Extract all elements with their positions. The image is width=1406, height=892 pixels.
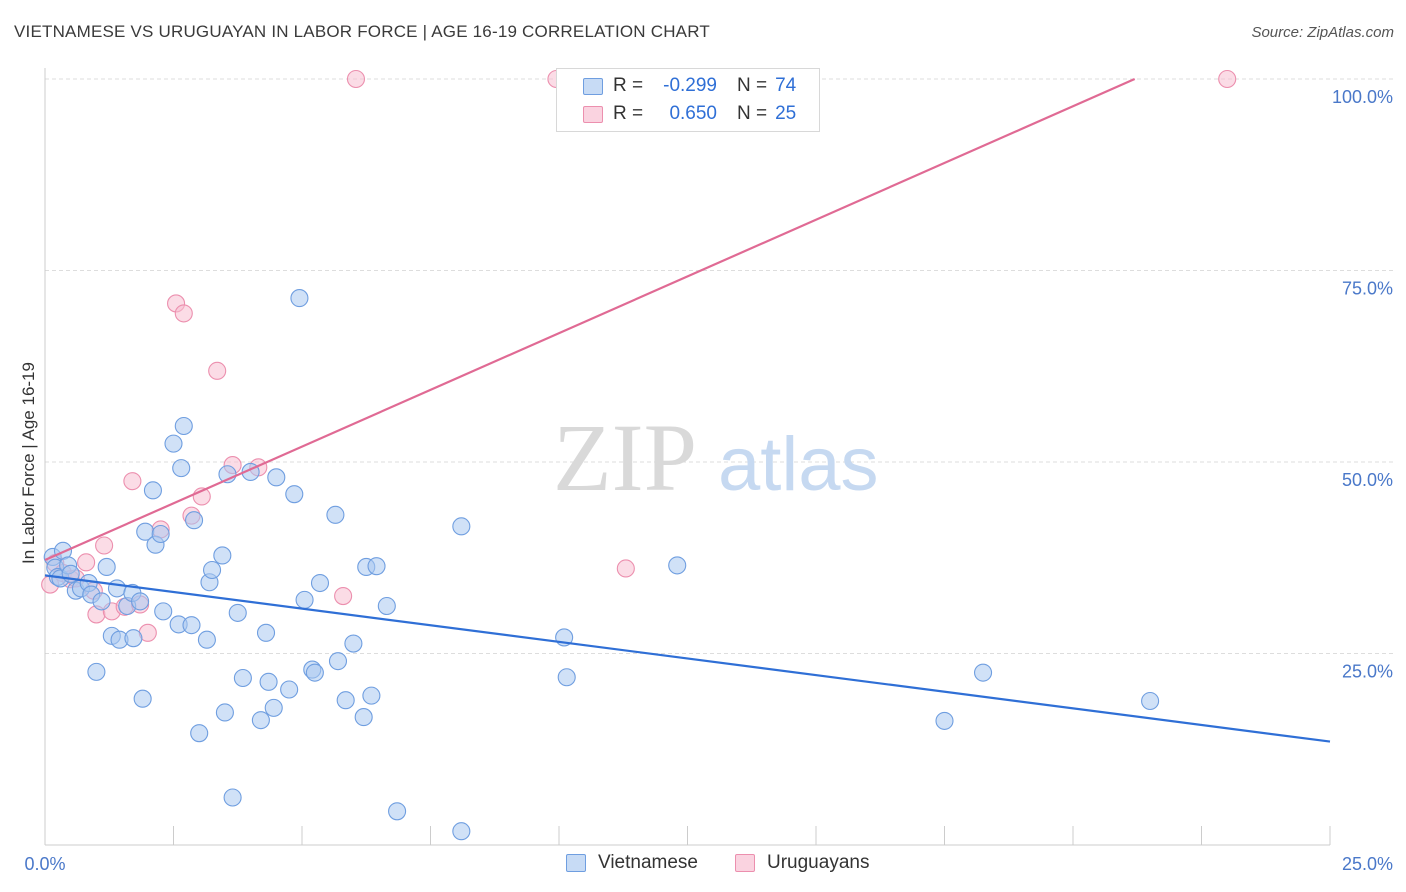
gridlines xyxy=(45,78,1393,654)
vietnamese-point xyxy=(290,289,309,308)
legend-r-label: R = xyxy=(613,75,644,96)
series-legend: Vietnamese Uruguayans xyxy=(0,852,1406,878)
vietnamese-point xyxy=(151,524,170,544)
legend-label-vietnamese: Vietnamese xyxy=(598,852,698,873)
vietnamese-point xyxy=(131,592,150,611)
legend-swatch-pink xyxy=(583,105,603,123)
vietnamese-point xyxy=(264,698,283,717)
trend-lines xyxy=(44,77,1331,743)
vietnamese-point xyxy=(228,603,247,622)
vietnamese-point xyxy=(452,517,471,536)
uruguayans-point xyxy=(123,472,142,491)
vietnamese-point xyxy=(215,703,234,722)
source-credit: Source: ZipAtlas.com xyxy=(1251,24,1394,41)
uruguayans-point xyxy=(334,586,353,606)
x-tick-label: 0.0% xyxy=(24,854,65,874)
vietnamese-point xyxy=(285,485,304,504)
uruguayans-point xyxy=(1218,69,1237,89)
vietnamese-point xyxy=(295,590,314,609)
legend-n-label: N = xyxy=(737,75,768,96)
y-axis-label: In Labor Force | Age 16-19 xyxy=(19,362,38,564)
vietnamese-point xyxy=(367,557,386,576)
x-tick-label: 25.0% xyxy=(1342,854,1393,874)
vietnamese-point xyxy=(935,711,954,730)
legend-r-value: 0.650 xyxy=(669,103,717,124)
legend-n-value: 25 xyxy=(775,103,797,124)
vietnamese-point xyxy=(557,668,576,687)
vietnamese-point xyxy=(328,652,348,671)
legend-row-vietnamese: R = -0.299 N = 74 xyxy=(557,73,796,99)
vietnamese-point xyxy=(164,434,183,453)
uruguayans-point xyxy=(208,361,227,380)
y-tick-label: 50.0% xyxy=(1342,470,1393,490)
vietnamese-point xyxy=(223,788,242,807)
legend-swatch-uruguayans xyxy=(735,854,755,872)
vietnamese-point xyxy=(185,511,204,530)
legend-item-vietnamese[interactable]: Vietnamese xyxy=(566,852,698,874)
vietnamese-point xyxy=(310,573,330,593)
vietnamese-point xyxy=(213,546,232,565)
vietnamese-point xyxy=(133,689,152,708)
watermark: ZIP atlas xyxy=(553,404,879,511)
vietnamese-point xyxy=(256,623,276,642)
vietnamese-point xyxy=(326,505,345,524)
vietnamese-point xyxy=(203,560,222,580)
legend-swatch-vietnamese xyxy=(566,854,586,872)
vietnamese-point xyxy=(344,634,363,653)
legend-row-uruguayans: R = 0.650 N = 25 xyxy=(557,101,796,127)
watermark-zip: ZIP xyxy=(553,404,697,511)
vietnamese-point xyxy=(154,602,173,621)
legend-n-value: 74 xyxy=(775,75,797,96)
vietnamese-point xyxy=(97,557,116,576)
vietnamese-point xyxy=(92,592,111,611)
legend-r-value: -0.299 xyxy=(663,75,717,96)
legend-n-label: N = xyxy=(737,103,768,124)
vietnamese-point xyxy=(668,556,687,575)
vietnamese-point xyxy=(305,663,324,682)
uruguayans-trend-line xyxy=(44,77,1136,562)
y-tick-label: 75.0% xyxy=(1342,279,1393,299)
uruguayans-point xyxy=(77,553,96,572)
uruguayans-point xyxy=(346,69,366,89)
uruguayans-point xyxy=(174,304,193,323)
vietnamese-point xyxy=(362,686,381,705)
axes xyxy=(44,68,1331,846)
vietnamese-point xyxy=(388,802,407,821)
vietnamese-point xyxy=(172,459,191,478)
legend-label-uruguayans: Uruguayans xyxy=(767,852,870,873)
watermark-atlas: atlas xyxy=(718,422,879,507)
vietnamese-point xyxy=(197,630,216,649)
vietnamese-point xyxy=(1141,691,1160,711)
chart-title: VIETNAMESE VS URUGUAYAN IN LABOR FORCE |… xyxy=(14,22,710,41)
vietnamese-point xyxy=(107,579,127,598)
y-tick-label: 25.0% xyxy=(1342,662,1393,682)
vietnamese-point xyxy=(267,468,286,487)
vietnamese-point xyxy=(259,672,278,691)
correlation-legend: R = -0.299 N = 74 R = 0.650 N = 25 xyxy=(556,68,820,132)
vietnamese-point xyxy=(377,596,396,616)
vietnamese-point xyxy=(973,663,993,682)
vietnamese-point xyxy=(354,708,373,727)
vietnamese-point xyxy=(336,691,355,710)
vietnamese-point xyxy=(233,668,252,688)
series-vietnamese-points xyxy=(43,289,1160,841)
vietnamese-point xyxy=(280,680,299,699)
tick-labels: 25.0% 50.0% 75.0% 100.0% 0.0% 25.0% xyxy=(24,87,1393,874)
vietnamese-trend-line xyxy=(44,574,1331,743)
legend-r-label: R = xyxy=(613,103,644,124)
vietnamese-point xyxy=(190,724,209,743)
vietnamese-point xyxy=(251,711,270,730)
legend-item-uruguayans[interactable]: Uruguayans xyxy=(735,852,869,874)
vietnamese-point xyxy=(87,662,106,681)
uruguayans-point xyxy=(95,536,114,555)
vietnamese-point xyxy=(124,629,143,648)
y-tick-label: 100.0% xyxy=(1332,87,1393,107)
vietnamese-point xyxy=(143,481,162,500)
uruguayans-point xyxy=(616,559,635,578)
legend-swatch-blue xyxy=(583,77,603,95)
vietnamese-point xyxy=(452,822,471,841)
vietnamese-point xyxy=(182,616,201,635)
vietnamese-point xyxy=(174,416,193,436)
